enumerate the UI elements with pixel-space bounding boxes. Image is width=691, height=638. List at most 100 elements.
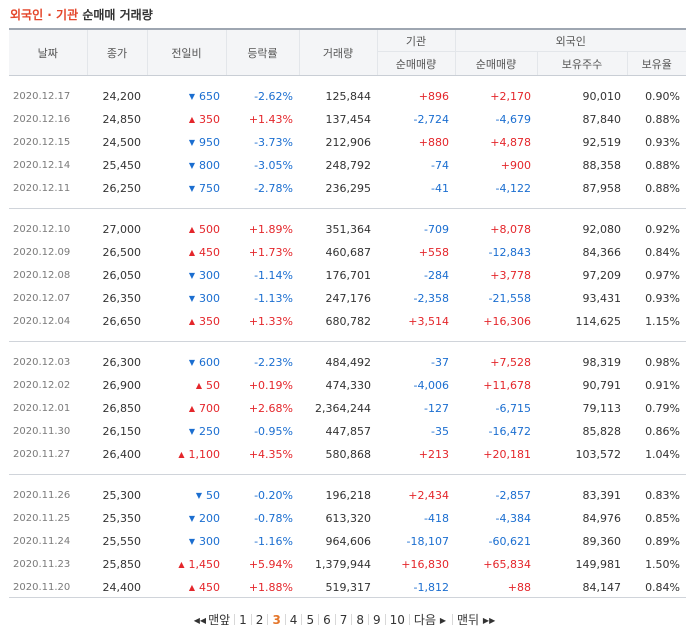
- change-cell: ▼ 300: [147, 264, 226, 287]
- page-link-1[interactable]: 1: [239, 613, 247, 627]
- change-cell: ▼ 800: [147, 154, 226, 177]
- foreign-net-cell: -4,679: [495, 113, 531, 126]
- change-value: 450: [199, 246, 220, 259]
- spacer-cell: [9, 333, 686, 342]
- rate-cell: +1.33%: [248, 315, 293, 328]
- foreign-shares-cell: 87,840: [582, 113, 622, 126]
- inst-net-cell: -418: [424, 512, 449, 525]
- page-link-5[interactable]: 5: [306, 613, 315, 627]
- up-triangle-icon: ▲: [188, 115, 195, 124]
- page-link-10[interactable]: 10: [389, 613, 405, 627]
- change-value: 600: [199, 356, 220, 369]
- next-page-label: 다음: [413, 613, 437, 627]
- date-cell: 2020.11.20: [13, 582, 71, 593]
- foreign-shares-cell: 103,572: [575, 448, 622, 461]
- rate-cell: -2.23%: [254, 356, 293, 369]
- foreign-ratio-cell: 0.97%: [645, 269, 681, 282]
- title-foreign: 외국인: [10, 8, 44, 22]
- divider: [318, 614, 320, 625]
- close-cell: 26,500: [102, 246, 142, 259]
- table-row: 2020.11.30 26,150 ▼ 250 -0.95% 447,857 -35 -16,…: [9, 420, 686, 443]
- foreign-ratio-cell: 0.84%: [645, 246, 681, 259]
- page-link-6[interactable]: 6: [323, 613, 331, 627]
- foreign-ratio-cell: 0.88%: [645, 113, 681, 126]
- volume-cell: 212,906: [325, 136, 372, 149]
- next-page-button[interactable]: 다음 ▶: [410, 611, 452, 628]
- foreign-net-cell: +7,528: [490, 356, 531, 369]
- volume-cell: 137,454: [325, 113, 372, 126]
- group-separator: [9, 474, 687, 475]
- down-triangle-icon: ▼: [188, 358, 195, 367]
- foreign-net-cell: -4,122: [495, 182, 531, 195]
- rate-cell: -1.13%: [254, 292, 293, 305]
- foreign-ratio-cell: 0.84%: [645, 581, 681, 594]
- page-link-8[interactable]: 8: [356, 613, 364, 627]
- page-link-7[interactable]: 7: [339, 613, 348, 627]
- inst-net-cell: +896: [418, 90, 449, 103]
- close-cell: 26,650: [102, 315, 142, 328]
- last-page-button[interactable]: 맨뒤 ▶▶: [453, 611, 501, 628]
- foreign-ratio-cell: 1.04%: [645, 448, 681, 461]
- divider: [284, 614, 286, 625]
- page-link-2[interactable]: 2: [255, 613, 264, 627]
- foreign-net-cell: -6,715: [495, 402, 531, 415]
- page-link-9[interactable]: 9: [373, 613, 381, 627]
- down-triangle-icon: ▼: [188, 294, 195, 303]
- close-cell: 26,150: [102, 425, 142, 438]
- table-row: 2020.11.26 25,300 ▼ 50 -0.20% 196,218 +2,434 -2…: [9, 484, 686, 507]
- down-triangle-icon: ▼: [188, 161, 195, 170]
- page-link-4[interactable]: 4: [289, 613, 298, 627]
- header-institution: 기관: [377, 28, 456, 52]
- divider: [408, 614, 410, 625]
- foreign-shares-cell: 97,209: [582, 269, 622, 282]
- group-spacer: [9, 466, 686, 475]
- table-row: 2020.12.16 24,850 ▲ 350 +1.43% 137,454 -2,724 -…: [9, 108, 686, 131]
- change-value: 750: [199, 182, 220, 195]
- foreign-ratio-cell: 0.98%: [645, 356, 681, 369]
- group-spacer: [9, 475, 686, 484]
- foreign-ratio-cell: 1.15%: [645, 315, 681, 328]
- rate-cell: +4.35%: [248, 448, 293, 461]
- close-cell: 24,400: [102, 581, 142, 594]
- table-row: 2020.11.25 25,350 ▼ 200 -0.78% 613,320 -418 -4,…: [9, 507, 686, 530]
- inst-net-cell: -284: [424, 269, 449, 282]
- change-cell: ▼ 950: [147, 131, 226, 154]
- close-cell: 24,500: [102, 136, 142, 149]
- change-cell: ▲ 450: [147, 576, 226, 599]
- rate-cell: +0.19%: [248, 379, 293, 392]
- change-value: 650: [199, 90, 220, 103]
- change-cell: ▲ 500: [147, 218, 226, 241]
- table-row: 2020.11.20 24,400 ▲ 450 +1.88% 519,317 -1,812 +…: [9, 576, 686, 599]
- foreign-ratio-cell: 0.92%: [645, 223, 681, 236]
- inst-net-cell: -74: [431, 159, 449, 172]
- up-triangle-icon: ▲: [195, 381, 202, 390]
- divider: [351, 614, 353, 625]
- foreign-shares-cell: 92,519: [582, 136, 622, 149]
- rate-cell: -3.73%: [254, 136, 293, 149]
- date-cell: 2020.12.03: [13, 357, 71, 368]
- down-triangle-icon: ▼: [188, 514, 195, 523]
- close-cell: 24,200: [102, 90, 142, 103]
- page-link-3[interactable]: 3: [272, 613, 281, 627]
- date-cell: 2020.11.23: [13, 559, 71, 570]
- table-row: 2020.12.17 24,200 ▼ 650 -2.62% 125,844 +896 +2,…: [9, 85, 686, 108]
- change-value: 500: [199, 223, 220, 236]
- close-cell: 26,900: [102, 379, 142, 392]
- date-cell: 2020.12.09: [13, 247, 71, 258]
- volume-cell: 247,176: [325, 292, 372, 305]
- foreign-shares-cell: 90,010: [582, 90, 622, 103]
- change-value: 50: [206, 379, 220, 392]
- foreign-ratio-cell: 0.90%: [645, 90, 681, 103]
- inst-net-cell: +213: [418, 448, 449, 461]
- table-row: 2020.12.03 26,300 ▼ 600 -2.23% 484,492 -37 +7,5…: [9, 351, 686, 374]
- first-page-button[interactable]: ◀◀ 맨앞: [190, 611, 234, 628]
- group-spacer: [9, 209, 686, 218]
- table-row: 2020.12.10 27,000 ▲ 500 +1.89% 351,364 -709 +8,…: [9, 218, 686, 241]
- inst-net-cell: +3,514: [408, 315, 449, 328]
- table-row: 2020.11.24 25,550 ▼ 300 -1.16% 964,606 -18,107…: [9, 530, 686, 553]
- down-triangle-icon: ▼: [188, 427, 195, 436]
- foreign-ratio-cell: 0.86%: [645, 425, 681, 438]
- pagination: ◀◀ 맨앞 1 2 3 4 5 6 7 8 9 10 다음 ▶ 맨뒤 ▶▶: [0, 611, 691, 628]
- rate-cell: +1.43%: [248, 113, 293, 126]
- separator-cell: [9, 474, 687, 475]
